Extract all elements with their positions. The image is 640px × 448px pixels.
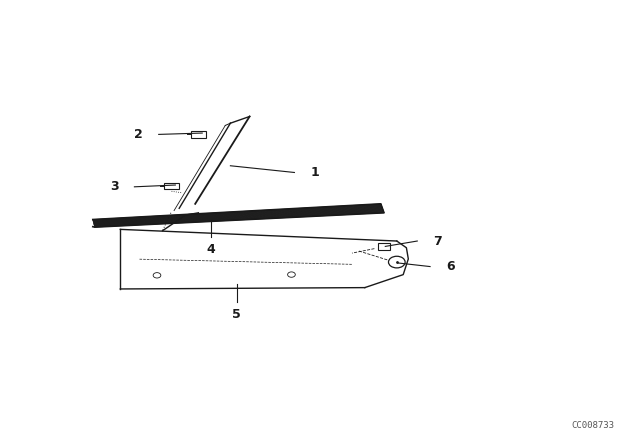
Text: 4: 4	[207, 243, 216, 256]
Text: 6: 6	[446, 260, 454, 273]
FancyBboxPatch shape	[191, 131, 206, 138]
Text: 2: 2	[134, 128, 143, 141]
FancyBboxPatch shape	[164, 183, 179, 189]
Text: 5: 5	[232, 308, 241, 321]
Text: 1: 1	[310, 166, 319, 179]
Text: 7: 7	[433, 234, 442, 248]
Text: CC008733: CC008733	[572, 421, 614, 430]
FancyBboxPatch shape	[378, 243, 390, 250]
Text: 3: 3	[110, 180, 118, 194]
